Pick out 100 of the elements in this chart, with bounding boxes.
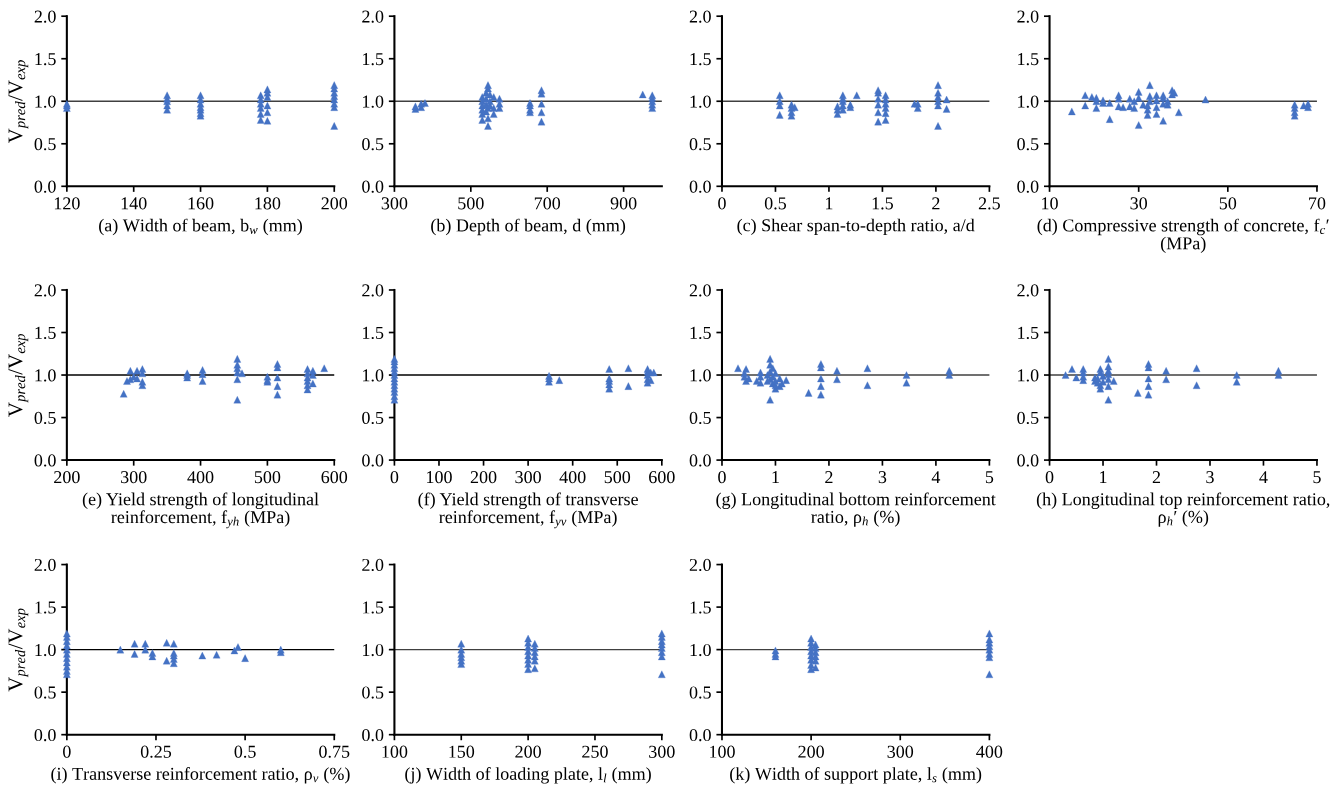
y-tick-label: 0.5 — [362, 138, 384, 151]
x-tick-label: 160 — [188, 197, 214, 210]
y-tick-label: 0.0 — [1017, 454, 1039, 467]
x-tick-label: 0.5 — [764, 197, 787, 210]
x-axis-title: (f) Yield strength of transverse reinforcement, f$_{yv}$ (MPa) — [418, 492, 638, 529]
x-tick-label: 600 — [649, 471, 675, 484]
y-tick-label: 1.0 — [1018, 95, 1039, 108]
x-tick-label: 5 — [985, 471, 994, 484]
y-axis-title: V$_{pred}$/V$_{exp}$ — [8, 333, 29, 417]
x-tick-label: 2 — [1152, 471, 1161, 484]
y-tick-label: 2.0 — [1017, 10, 1039, 23]
x-tick-label: 3 — [1206, 471, 1214, 484]
y-tick-label: 0.0 — [34, 728, 56, 742]
x-axis-title: (e) Yield strength of longitudinal reinforcement, f$_{yh}$ (MPa) — [82, 492, 319, 529]
y-tick-label: 0.5 — [362, 686, 384, 699]
x-tick-label: 200 — [321, 197, 348, 210]
x-tick-label: 0 — [63, 745, 71, 758]
x-tick-label: 30 — [1130, 197, 1148, 210]
y-tick-label: 2.0 — [34, 10, 56, 23]
x-tick-label: 4 — [1259, 471, 1268, 484]
x-tick-label: 0 — [1045, 471, 1054, 484]
y-tick-label: 1.5 — [690, 601, 711, 614]
y-tick-label: 1.5 — [363, 53, 384, 66]
x-tick-label: 400 — [559, 471, 586, 484]
x-tick-label: 2 — [932, 197, 940, 210]
x-tick-label: 0 — [718, 471, 726, 484]
y-tick-label: 1.0 — [690, 95, 711, 108]
y-tick-label: 1.0 — [690, 643, 711, 657]
x-tick-label: 4 — [931, 471, 941, 484]
y-axis-title: V$_{pred}$/V$_{exp}$ — [8, 608, 29, 692]
x-tick-label: 100 — [427, 471, 452, 484]
x-tick-label: 120 — [54, 197, 80, 210]
x-tick-label: 150 — [449, 745, 475, 758]
y-axis-title: V$_{pred}$/V$_{exp}$ — [8, 60, 29, 144]
y-tick-label: 1.0 — [690, 369, 711, 382]
y-tick-label: 0.5 — [1017, 411, 1039, 425]
y-tick-label: 0.0 — [362, 728, 384, 742]
x-tick-label: 300 — [515, 471, 541, 484]
y-tick-label: 1.5 — [690, 53, 711, 66]
y-tick-label: 2.0 — [1017, 284, 1039, 297]
x-tick-label: 1.5 — [872, 197, 893, 210]
x-axis-title: (i) Transverse reinforcement ratio, ρ$_{v}$ (%) — [51, 767, 350, 784]
x-tick-label: 0 — [390, 471, 399, 484]
x-axis-title: (b) Depth of beam, d (mm) — [431, 218, 626, 236]
y-tick-label: 1.5 — [363, 326, 384, 340]
x-tick-label: 1 — [1100, 471, 1107, 484]
x-tick-label: 300 — [121, 471, 147, 484]
y-tick-label: 1.5 — [1018, 53, 1039, 66]
y-tick-label: 1.0 — [35, 95, 56, 108]
y-tick-label: 1.0 — [35, 643, 56, 657]
x-tick-label: 200 — [515, 745, 541, 758]
y-tick-label: 0.5 — [34, 411, 56, 425]
x-axis-title: (h) Longitudinal top reinforcement ratio, ρ$_{h}$′ (%) — [1036, 492, 1330, 527]
x-tick-label: 50 — [1219, 197, 1237, 210]
y-tick-label: 0.0 — [362, 180, 384, 193]
x-tick-label: 3 — [878, 471, 887, 484]
x-tick-label: 500 — [458, 197, 484, 210]
y-tick-label: 2.0 — [34, 558, 56, 572]
x-tick-label: 600 — [321, 471, 348, 484]
x-tick-label: 500 — [254, 471, 281, 484]
x-tick-label: 0.25 — [140, 745, 172, 758]
y-tick-label: 0.0 — [1017, 180, 1039, 193]
x-axis-title: (g) Longitudinal bottom reinforcement ratio, ρ$_{h}$ (%) — [716, 492, 996, 527]
y-tick-label: 0.0 — [689, 728, 711, 742]
x-tick-label: 300 — [887, 745, 914, 758]
y-tick-label: 2.0 — [689, 558, 711, 572]
x-tick-label: 2 — [825, 471, 833, 484]
x-axis-title: (a) Width of beam, b$_{w}$ (mm) — [99, 218, 302, 236]
y-tick-label: 0.5 — [689, 411, 711, 425]
x-tick-label: 70 — [1309, 197, 1326, 210]
x-tick-label: 250 — [582, 745, 608, 758]
x-tick-label: 300 — [381, 197, 408, 210]
x-tick-label: 10 — [1042, 197, 1058, 210]
y-tick-label: 0.0 — [689, 454, 711, 467]
x-tick-label: 100 — [382, 745, 408, 758]
y-tick-label: 1.0 — [363, 369, 384, 382]
y-tick-label: 2.0 — [362, 284, 384, 297]
x-tick-label: 140 — [121, 197, 147, 210]
x-tick-label: 200 — [54, 471, 80, 484]
x-tick-label: 0.5 — [234, 745, 256, 758]
x-axis-title: (j) Width of loading plate, l$_{l}$ (mm) — [405, 767, 651, 784]
x-tick-label: 300 — [649, 745, 675, 758]
x-tick-label: 400 — [976, 745, 1003, 758]
y-tick-label: 0.0 — [689, 180, 711, 193]
y-tick-label: 2.0 — [689, 284, 711, 297]
x-tick-label: 0.75 — [319, 745, 350, 758]
y-tick-label: 0.0 — [34, 454, 56, 467]
y-tick-label: 0.5 — [34, 138, 56, 151]
x-tick-label: 5 — [1313, 471, 1321, 484]
x-tick-label: 400 — [187, 471, 214, 484]
y-tick-label: 1.0 — [363, 643, 384, 657]
y-tick-label: 2.0 — [689, 10, 711, 23]
y-tick-label: 1.0 — [35, 369, 56, 382]
x-tick-label: 700 — [534, 197, 561, 210]
x-tick-label: 2.5 — [978, 197, 1000, 210]
x-tick-label: 200 — [798, 745, 824, 758]
y-tick-label: 0.5 — [689, 686, 711, 699]
y-tick-label: 1.0 — [1018, 369, 1039, 382]
x-axis-title: (k) Width of support plate, l$_{s}$ (mm) — [730, 767, 982, 784]
x-tick-label: 180 — [255, 197, 281, 210]
